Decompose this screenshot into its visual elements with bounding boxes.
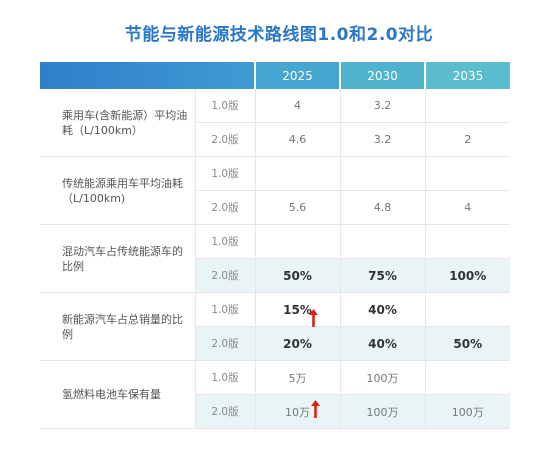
value-cell [339,156,425,191]
value-cell: 3.2 [339,89,425,123]
value-cell [339,224,425,259]
year-header-2025: 2025 [254,62,340,89]
value-cell: 50% [424,326,510,361]
table-row: 氢燃料电池车保有量 1.0版 5万 100万 [40,360,510,429]
value-cell: 100万 [339,394,425,429]
version-label: 2.0版 [195,394,255,429]
value-cell: 50% [254,258,340,293]
value-cell: 4.6 [254,122,340,157]
value-cell [254,224,340,259]
chart-title: 节能与新能源技术路线图1.0和2.0对比 [124,25,434,45]
value-cell: 75% [339,258,425,293]
value-cell [424,156,510,191]
table-row: 2.0版 20% 40% 50% [40,326,510,361]
category-label: 乘用车(含新能源）平均油耗（L/100km） [40,89,196,157]
category-label: 新能源汽车占总销量的比例 [40,292,196,361]
value-cell [424,292,510,327]
category-label: 氢燃料电池车保有量 [40,360,196,429]
value-cell: 100万 [424,394,510,429]
value-text: 10万 [285,405,310,419]
version-label: 1.0版 [194,292,255,327]
value-cell: 100% [424,258,510,293]
year-header-2030: 2030 [339,62,425,89]
version-label: 1.0版 [194,156,255,191]
table-row: 2.0版 4.6 3.2 2 [40,122,510,157]
comparison-table: 2025 2030 2035 乘用车(含新能源）平均油耗（L/100km） 1.… [40,62,510,429]
red-up-arrow-icon [309,308,319,327]
version-label: 1.0版 [194,89,255,123]
value-cell: 15% [254,292,340,327]
value-cell: 10万 [254,394,340,429]
year-header-2035: 2035 [424,62,510,89]
version-label: 1.0版 [194,360,255,395]
value-cell: 20% [254,326,340,361]
value-text: 15% [283,302,312,317]
category-label: 传统能源乘用车平均油耗（L/100km) [40,156,196,225]
header-row: 2025 2030 2035 [40,62,510,89]
table-row: 乘用车(含新能源）平均油耗（L/100km） 1.0版 4 3.2 [40,89,510,157]
value-cell: 4 [254,89,340,123]
red-up-arrow-icon [311,399,320,418]
value-cell: 40% [339,326,425,361]
table-row: 混动汽车占传统能源车的比例 1.0版 [40,224,510,293]
value-cell: 5万 [254,360,340,395]
value-cell [424,360,510,395]
value-cell: 5.6 [254,190,340,225]
value-cell: 40% [339,292,425,327]
version-label: 2.0版 [195,122,255,157]
value-cell [424,224,510,259]
value-cell: 100万 [339,360,425,395]
value-cell: 3.2 [339,122,425,157]
value-cell: 4.8 [339,190,425,225]
version-label: 1.0版 [194,224,255,259]
value-cell: 4 [424,190,510,225]
category-label: 混动汽车占传统能源车的比例 [40,224,196,293]
table-row: 新能源汽车占总销量的比例 1.0版 15% 40% [40,292,510,361]
version-label: 2.0版 [195,326,255,361]
value-cell [254,156,340,191]
value-cell [424,89,510,123]
value-cell: 2 [424,122,510,157]
version-label: 2.0版 [195,190,255,225]
version-label: 2.0版 [195,258,255,293]
table-row: 2.0版 50% 75% 100% [40,258,510,293]
table-row: 传统能源乘用车平均油耗（L/100km) 1.0版 [40,156,510,225]
header-blank [40,62,255,89]
table-row: 2.0版 5.6 4.8 4 [40,190,510,225]
table-row: 2.0版 10万 100万 100万 [40,394,510,429]
